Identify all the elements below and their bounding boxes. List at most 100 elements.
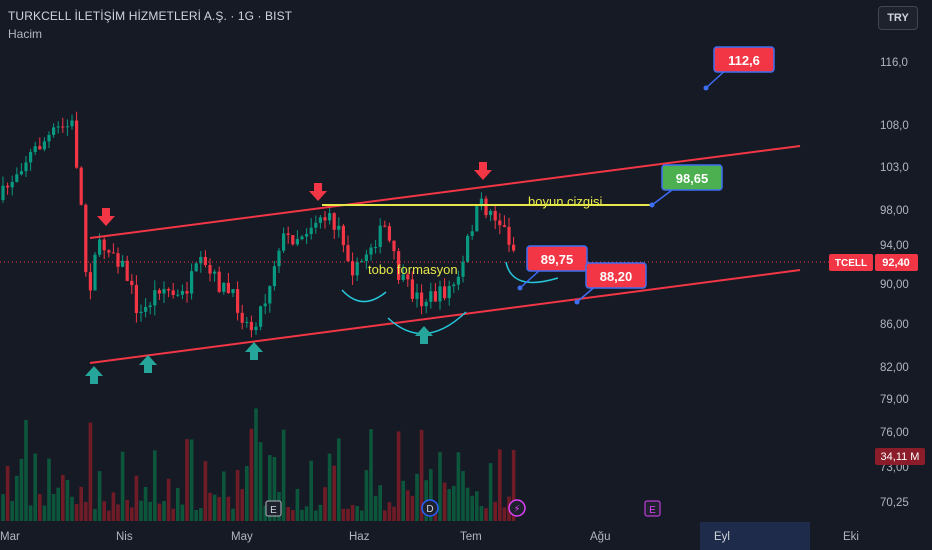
volume-bar — [502, 507, 507, 521]
candle-body — [84, 204, 88, 273]
volume-bar — [51, 494, 56, 521]
volume-bar — [38, 494, 42, 521]
volume-bar — [475, 491, 479, 521]
volume-bar — [130, 507, 134, 521]
pattern-label: tobo formasyon — [368, 262, 458, 277]
event-marker-earnings-2[interactable]: E — [644, 500, 661, 517]
time-label: Haz — [349, 531, 370, 543]
volume-bar — [176, 487, 180, 521]
last-price-badge — [875, 254, 918, 271]
volume-badge-value: 34,11 M — [881, 451, 920, 463]
volume-bar — [429, 469, 433, 521]
event-marker-split[interactable]: ⚡ — [508, 499, 526, 517]
event-marker-dividend[interactable]: D — [421, 499, 439, 517]
volume-bar — [383, 510, 387, 521]
price-tick: 94,00 — [880, 240, 909, 252]
volume-bar — [139, 500, 143, 521]
volume-bar — [33, 453, 37, 521]
volume-bar — [157, 503, 162, 521]
volume-bar — [102, 501, 106, 521]
volume-bar — [120, 451, 125, 521]
time-label: Eyl — [714, 531, 730, 543]
volume-bar — [350, 504, 355, 521]
price-tick: 70,25 — [880, 497, 909, 509]
volume-bar — [15, 475, 19, 521]
volume-bar — [263, 505, 267, 521]
volume-bar — [346, 508, 350, 521]
volume-bar — [47, 458, 51, 521]
volume-bar — [189, 439, 194, 521]
volume-bar — [61, 474, 65, 521]
volume-bar — [111, 492, 116, 521]
neckline-label: boyun cizgisi — [528, 194, 603, 209]
volume-bar — [97, 471, 102, 521]
volume-bar — [396, 431, 401, 521]
volume-indicator-label[interactable]: Hacim — [8, 27, 43, 41]
buy-arrow — [415, 326, 433, 344]
volume-bar — [309, 460, 313, 521]
candle-body — [484, 198, 488, 216]
currency-button[interactable]: TRY — [878, 6, 918, 30]
price-tick: 108,0 — [880, 120, 909, 132]
volume-bar — [42, 505, 47, 521]
volume-bar — [300, 509, 304, 521]
channel-upper-line[interactable] — [89, 145, 801, 239]
volume-bar — [125, 499, 129, 521]
candle-body — [24, 162, 28, 172]
candle-body — [222, 282, 226, 292]
channel-lower-line[interactable] — [89, 269, 801, 364]
candle-body — [456, 276, 460, 285]
candle-body — [236, 289, 240, 313]
candle-body — [406, 274, 410, 280]
time-axis-highlight — [700, 522, 810, 550]
volume-bar — [240, 489, 244, 521]
candle-body — [355, 262, 359, 276]
candle-body — [341, 225, 345, 246]
volume-bar — [171, 508, 175, 521]
candle-body — [424, 301, 428, 307]
candle-body — [10, 181, 14, 188]
target-label-8975[interactable]: 89,75 — [526, 245, 588, 272]
volume-bar — [231, 508, 235, 521]
volume-bar — [511, 449, 516, 521]
candle-body — [176, 294, 180, 296]
volume-bar — [162, 501, 166, 521]
target-label-8820[interactable]: 88,20 — [585, 262, 647, 289]
volume-bar — [373, 495, 378, 521]
shoulder-arc-left — [341, 289, 387, 303]
volume-bar — [268, 455, 272, 521]
volume-bar — [74, 503, 79, 521]
candle-body — [337, 225, 341, 230]
candle-body — [295, 239, 299, 245]
volume-bar — [116, 504, 120, 521]
price-tick: 90,00 — [880, 279, 909, 291]
candle-body — [397, 251, 401, 280]
candle-body — [502, 225, 506, 227]
candle-body — [130, 280, 134, 286]
volume-bar — [461, 471, 465, 521]
candle-body — [185, 291, 189, 294]
svg-text:E: E — [649, 505, 656, 516]
candle-body — [38, 146, 42, 150]
volume-bar — [304, 506, 309, 521]
candle-body — [102, 239, 106, 251]
event-marker-earnings-1[interactable]: E — [265, 500, 282, 517]
candle-body — [461, 261, 465, 277]
candle-body — [75, 120, 79, 168]
candle-body — [318, 217, 322, 223]
volume-bar — [281, 429, 286, 521]
target-label-112[interactable]: 112,6 — [713, 46, 775, 73]
volume-bar — [442, 482, 447, 521]
candle-body — [125, 260, 129, 281]
candle-body — [328, 213, 332, 221]
candle-body — [47, 134, 51, 142]
chart-title: TURKCELL İLETİŞİM HİZMETLERİ A.Ş. · 1G ·… — [8, 9, 293, 23]
target-label-9865[interactable]: 98,65 — [661, 164, 723, 191]
volume-bar — [456, 452, 461, 521]
target-line-8975 — [519, 269, 541, 289]
price-axis[interactable]: 116,0 108,0 103,0 98,00 94,00 90,00 86,0… — [880, 57, 909, 509]
volume-bar — [203, 461, 208, 521]
candle-body — [190, 271, 194, 294]
time-axis[interactable]: Mar Nis May Haz Tem Ağu Eyl Eki — [0, 531, 859, 543]
